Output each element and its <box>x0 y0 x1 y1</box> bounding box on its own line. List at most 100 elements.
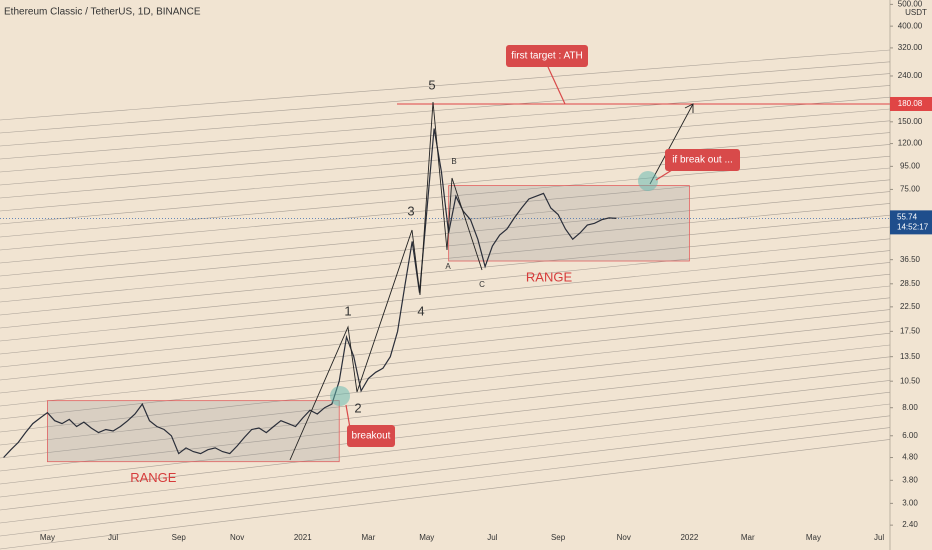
x-tick-label: Mar <box>362 533 376 542</box>
wave-label: 1 <box>344 303 351 318</box>
fan-line <box>0 120 891 199</box>
fan-line <box>0 108 891 186</box>
highlight <box>330 386 350 406</box>
callout <box>665 149 740 171</box>
fan-line <box>0 332 891 433</box>
highlight <box>638 171 658 191</box>
wave-label: 5 <box>428 77 435 92</box>
fan-line <box>0 73 891 147</box>
fan-line <box>0 403 891 511</box>
y-unit: USDT <box>905 8 927 17</box>
y-tick-label: 120.00 <box>898 139 923 148</box>
x-tick-label: Mar <box>741 533 755 542</box>
countdown: 14:52:17 <box>897 222 929 231</box>
fan-line <box>0 155 891 238</box>
fan-line <box>0 179 891 264</box>
range-label: RANGE <box>130 470 177 485</box>
x-tick-label: Sep <box>172 533 187 542</box>
fan-line <box>0 262 891 355</box>
callout-pointer <box>547 66 566 105</box>
x-tick-label: Jul <box>487 533 497 542</box>
y-tick-label: 75.00 <box>900 185 921 194</box>
price-tag <box>890 210 932 235</box>
y-tick-label: 240.00 <box>898 71 923 80</box>
fan-line <box>0 49 891 121</box>
fan-line <box>0 203 891 290</box>
x-tick-label: 2021 <box>294 533 312 542</box>
price-tag-text: 55.74 <box>897 212 918 221</box>
fan-line <box>0 297 891 394</box>
plot <box>0 103 890 463</box>
y-tick-label: 13.50 <box>900 352 921 361</box>
y-tick-label: 4.80 <box>902 453 918 462</box>
chart-title: Ethereum Classic / TetherUS, 1D, BINANCE <box>4 7 201 18</box>
x-tick-label: May <box>806 533 821 542</box>
trend-lines <box>0 49 891 550</box>
range-label: RANGE <box>526 269 573 284</box>
callout-text: first target : ATH <box>511 51 583 62</box>
x-tick-label: Jul <box>108 533 118 542</box>
fan-line <box>0 309 891 407</box>
fan-line <box>0 191 891 277</box>
y-tick-label: 8.00 <box>902 403 918 412</box>
y-tick-label: 500.00 <box>898 0 923 8</box>
ath-tag-text: 180.08 <box>898 99 923 108</box>
fan-line <box>0 132 891 212</box>
fan-line <box>0 85 891 160</box>
wave-label: 4 <box>417 303 424 318</box>
range-box <box>448 185 690 262</box>
callout-pointer <box>345 404 351 429</box>
y-tick-label: 10.50 <box>900 376 921 385</box>
price-axis <box>890 0 932 550</box>
wave-label: B <box>451 157 456 166</box>
callout <box>506 45 588 67</box>
callout-text: breakout <box>352 431 391 442</box>
fan-line <box>0 391 891 498</box>
y-tick-label: 6.00 <box>902 431 918 440</box>
fan-line <box>0 427 891 537</box>
y-tick-label: 36.50 <box>900 255 921 264</box>
fan-line <box>0 344 891 446</box>
fan-line <box>0 250 891 342</box>
wave-label: 2 <box>354 400 361 415</box>
wave-label: 3 <box>407 203 414 218</box>
ath-tag <box>890 96 932 111</box>
fan-line <box>0 167 891 251</box>
y-tick-label: 2.40 <box>902 520 918 529</box>
x-tick-label: May <box>419 533 434 542</box>
y-tick-label: 3.00 <box>902 498 918 507</box>
arrow-head <box>684 103 694 113</box>
fan-line <box>0 368 891 472</box>
callout <box>347 425 395 447</box>
range-box <box>47 400 340 463</box>
y-tick-label: 95.00 <box>900 161 921 170</box>
y-tick-label: 150.00 <box>898 117 923 126</box>
x-tick-label: Nov <box>617 533 631 542</box>
fan-line <box>0 439 891 550</box>
x-tick-label: May <box>40 533 55 542</box>
fan-line <box>0 273 891 368</box>
fan-line <box>0 144 891 225</box>
wave-label: C <box>479 280 485 289</box>
fan-line <box>0 380 891 485</box>
fan-line <box>0 356 891 459</box>
arrow <box>649 103 694 185</box>
y-tick-label: 400.00 <box>898 21 923 30</box>
y-tick-label: 17.50 <box>900 326 921 335</box>
y-tick-label: 3.80 <box>902 475 918 484</box>
fan-line <box>0 226 891 316</box>
y-tick-label: 22.50 <box>900 302 921 311</box>
x-tick-label: Jul <box>874 533 884 542</box>
fan-line <box>0 214 891 303</box>
fan-line <box>0 321 891 420</box>
x-tick-label: Nov <box>230 533 244 542</box>
wave-label: A <box>445 262 451 271</box>
fan-line <box>0 285 891 381</box>
x-tick-label: 2022 <box>680 533 698 542</box>
wave-count <box>289 101 483 461</box>
fan-line <box>0 238 891 329</box>
callout-pointer <box>655 169 673 181</box>
